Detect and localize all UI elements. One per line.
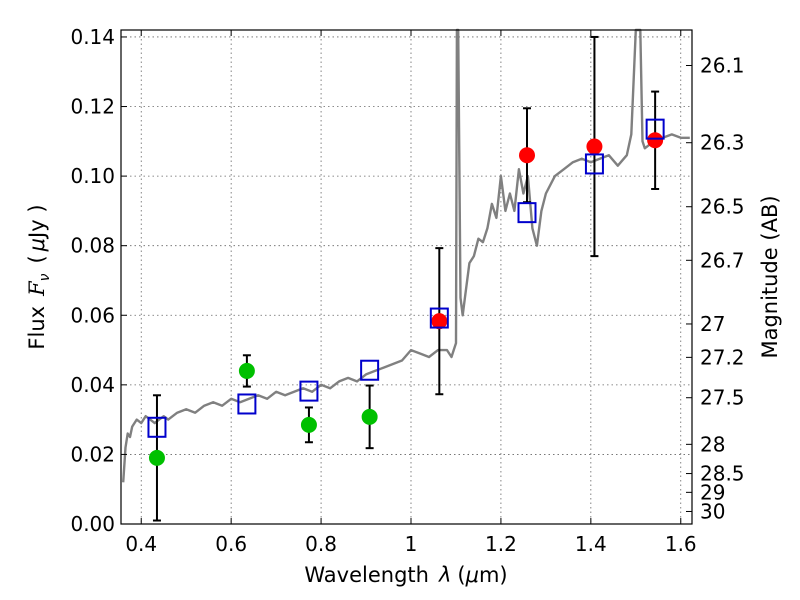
magnitude-tick-label: 26.1 (700, 53, 745, 77)
x-tick-label: 0.4 (125, 532, 157, 556)
y-tick-label: 0.02 (70, 442, 115, 466)
magnitude-tick-label: 26.5 (700, 195, 745, 219)
grid (121, 30, 692, 525)
magnitude-tick-label: 29 (700, 480, 725, 504)
x-tick-label: 0.6 (215, 532, 247, 556)
magnitude-tick-label: 27.5 (700, 386, 745, 410)
square-blue-point (360, 359, 380, 381)
x-axis-ticks: 0.4 0.6 0.8 1 1.2 1.4 1.6 (125, 30, 697, 556)
magnitude-tick-label: 27.2 (700, 345, 745, 369)
magnitude-tick-label: 26.7 (700, 248, 745, 272)
y-tick-label: 0.08 (70, 234, 115, 258)
y-axis-title: FluxFν(μJy ) (25, 204, 53, 349)
circle-red-point (647, 132, 664, 149)
circle-green-point (238, 362, 255, 379)
magnitude-tick-label: 27 (700, 312, 725, 336)
x-tick-label: 1.2 (485, 532, 517, 556)
y-tick-label: 0.06 (70, 303, 115, 327)
y-tick-label: 0.12 (70, 95, 115, 119)
circle-green-point (361, 408, 378, 425)
magnitude-tick-label: 30 (700, 499, 725, 523)
x-tick-label: 1.4 (575, 532, 607, 556)
circle-red-point (431, 313, 448, 330)
magnitude-tick-label: 26.3 (700, 131, 745, 155)
photometry-points (147, 35, 665, 522)
square-blue-point (237, 393, 257, 415)
y-tick-label: 0.10 (70, 164, 115, 188)
circle-green-point (148, 449, 165, 466)
x-tick-label: 0.8 (305, 532, 337, 556)
x-tick-label: 1 (405, 532, 418, 556)
x-tick-label: 1.6 (665, 532, 697, 556)
magnitude-tick-label: 28.5 (700, 462, 745, 486)
y-tick-label: 0.04 (70, 373, 115, 397)
y-tick-label: 0.00 (70, 512, 115, 536)
spectrum-line (122, 28, 690, 483)
y-axis-ticks: 0.00 0.02 0.04 0.06 0.08 0.10 0.12 0.14 (70, 25, 127, 536)
square-blue-point (147, 416, 167, 438)
square-blue-point (517, 202, 537, 224)
circle-red-point (518, 147, 535, 164)
square-blue-point (429, 307, 449, 329)
plot-frame (120, 29, 693, 525)
model-spectrum (122, 28, 690, 483)
circle-red-point (586, 138, 603, 155)
x-axis-title: Wavelength λ (μm) (304, 563, 507, 587)
y2-axis-title: Magnitude (AB) (758, 195, 782, 358)
square-blue-point (584, 153, 604, 175)
circle-green-point (300, 416, 317, 433)
y-tick-label: 0.14 (70, 25, 115, 49)
square-blue-point (299, 380, 319, 402)
magnitude-tick-label: 28 (700, 432, 725, 456)
square-blue-point (645, 118, 665, 140)
